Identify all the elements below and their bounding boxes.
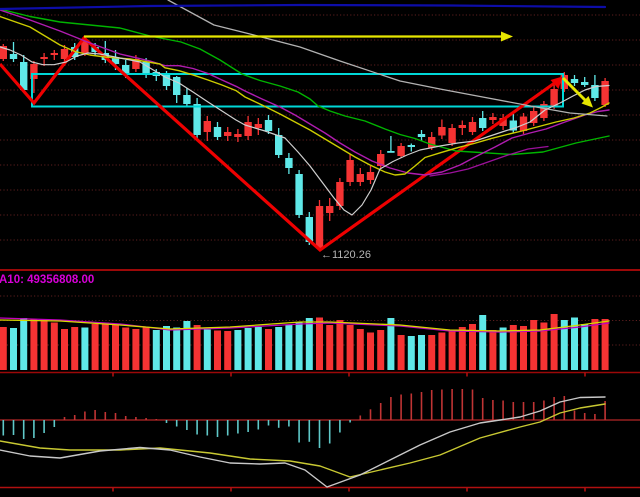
svg-text:A10: 49356808.00: A10: 49356808.00 (0, 274, 94, 286)
svg-text:←1120.26: ←1120.26 (321, 249, 371, 261)
